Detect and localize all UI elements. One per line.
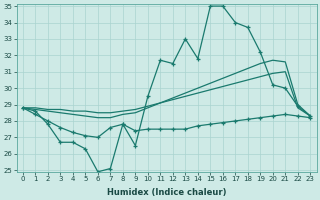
X-axis label: Humidex (Indice chaleur): Humidex (Indice chaleur) (107, 188, 226, 197)
